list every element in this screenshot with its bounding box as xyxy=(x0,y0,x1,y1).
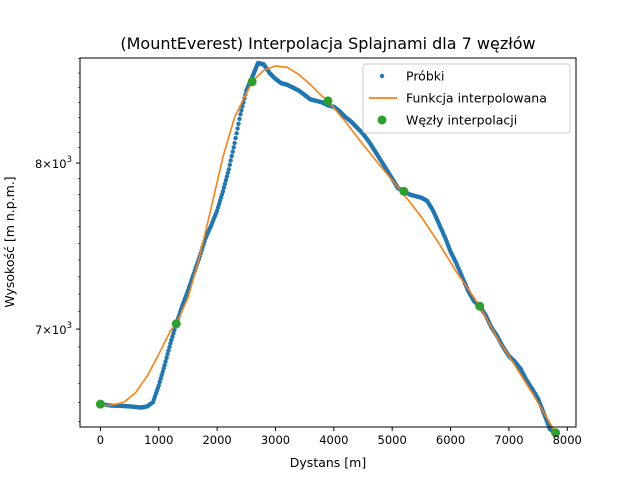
sample-point xyxy=(163,359,168,364)
sample-point xyxy=(158,376,163,381)
sample-point xyxy=(239,108,244,113)
node-marker xyxy=(323,96,333,106)
x-tick-label: 1000 xyxy=(144,433,173,447)
sample-point xyxy=(230,149,235,154)
sample-point xyxy=(229,153,234,159)
sample-point xyxy=(235,126,240,131)
x-tick-label: 8000 xyxy=(553,433,582,447)
y-tick-label: 7×103 xyxy=(35,321,72,337)
sample-point xyxy=(167,344,172,350)
series-line xyxy=(100,65,557,434)
sample-point xyxy=(157,379,162,385)
interpolation-line xyxy=(100,65,557,434)
sample-point xyxy=(170,334,175,339)
legend-sample-icon xyxy=(379,73,385,79)
sample-point xyxy=(231,145,236,150)
sample-point xyxy=(166,348,171,353)
legend-entry: Węzły interpolacji xyxy=(377,113,517,128)
sample-point xyxy=(168,341,173,346)
sample-point xyxy=(234,131,239,136)
plot-area xyxy=(95,60,561,438)
legend-label: Próbki xyxy=(406,69,444,84)
sample-point xyxy=(172,328,177,333)
x-tick-label: 6000 xyxy=(436,433,465,447)
sample-point xyxy=(156,383,161,388)
sample-point xyxy=(232,140,237,146)
sample-point xyxy=(238,112,243,117)
sample-point xyxy=(237,116,242,122)
x-axis-label: Dystans [m] xyxy=(290,455,366,470)
sample-point xyxy=(222,181,228,187)
node-marker xyxy=(247,77,257,87)
sample-point xyxy=(161,366,166,371)
y-tick-label: 8×103 xyxy=(35,155,72,171)
legend-entry: Próbki xyxy=(379,69,444,84)
sample-point xyxy=(160,369,165,375)
legend-label: Funkcja interpolowana xyxy=(406,91,547,106)
sample-point xyxy=(164,355,169,360)
legend-entry: Funkcja interpolowana xyxy=(369,91,547,106)
sample-point xyxy=(225,170,230,176)
x-tick-label: 0 xyxy=(97,433,104,447)
sample-point xyxy=(221,185,227,190)
x-tick-label: 4000 xyxy=(319,433,348,447)
node-marker xyxy=(171,319,181,329)
sample-point xyxy=(223,178,229,183)
sample-point xyxy=(220,189,226,194)
sample-point xyxy=(214,208,220,213)
chart-title: (MountEverest) Interpolacja Splajnami dl… xyxy=(120,34,535,53)
x-tick-label: 7000 xyxy=(494,433,523,447)
sample-point xyxy=(233,135,238,141)
sample-point xyxy=(228,158,233,163)
sample-point xyxy=(226,167,231,172)
sample-point xyxy=(169,337,174,343)
y-axis-label: Wysokość [m n.p.m.] xyxy=(2,176,17,307)
axes-frame xyxy=(79,57,577,428)
x-axis: 0 1000 2000 3000 4000 5000 6000 7000 8000 xyxy=(97,427,582,447)
legend-node-icon xyxy=(377,115,387,125)
sample-point xyxy=(236,121,241,127)
legend: Próbki Funkcja interpolowana Węzły interpo… xyxy=(362,63,571,134)
node-marker xyxy=(399,186,409,196)
sample-point xyxy=(224,174,230,179)
node-marker xyxy=(95,399,105,409)
legend-box xyxy=(362,63,571,134)
sample-point xyxy=(227,162,232,167)
series-markers xyxy=(95,77,561,438)
x-tick-label: 3000 xyxy=(261,433,290,447)
node-marker xyxy=(475,301,485,311)
x-tick-label: 2000 xyxy=(202,433,231,447)
sample-point xyxy=(159,373,164,378)
sample-point xyxy=(165,352,170,357)
node-marker xyxy=(551,428,561,438)
legend-label: Węzły interpolacji xyxy=(406,113,517,128)
x-tick-label: 5000 xyxy=(378,433,407,447)
sample-point xyxy=(162,362,167,368)
y-axis: 7×103 8×103 xyxy=(35,58,80,422)
